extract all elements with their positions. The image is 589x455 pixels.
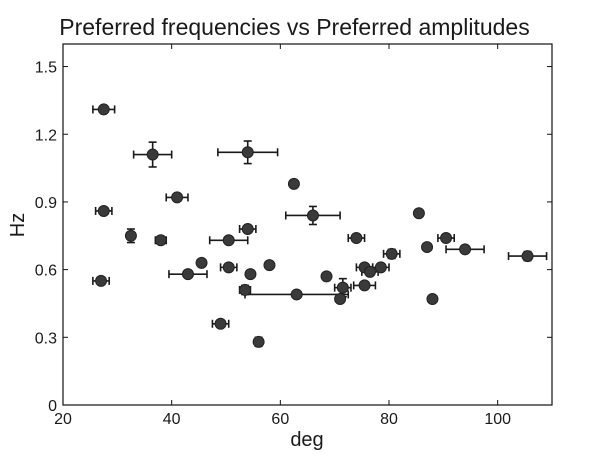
data-point xyxy=(320,270,333,283)
data-point xyxy=(350,232,363,245)
data-point xyxy=(97,204,110,217)
data-point xyxy=(241,223,254,236)
x-tick-label: 60 xyxy=(271,411,289,428)
y-tick-label: 0.9 xyxy=(35,195,57,212)
x-tick-label: 80 xyxy=(380,411,398,428)
data-point xyxy=(171,191,184,204)
points-layer xyxy=(95,103,534,348)
y-axis-label: Hz xyxy=(7,213,29,237)
data-point xyxy=(181,268,194,281)
chart-title: Preferred frequencies vs Preferred ampli… xyxy=(59,14,530,40)
data-point xyxy=(263,259,276,272)
data-point xyxy=(239,283,252,296)
data-point xyxy=(195,256,208,269)
data-point xyxy=(214,317,227,330)
data-point xyxy=(95,274,108,287)
data-point xyxy=(363,265,376,278)
y-tick-label: 0.6 xyxy=(35,263,57,280)
errorbars-layer xyxy=(92,105,548,348)
x-tick-labels: 20 40 60 80 100 xyxy=(54,411,511,428)
y-tick-label: 0 xyxy=(48,398,57,415)
plot-frame xyxy=(62,43,553,406)
x-axis-label: deg xyxy=(290,429,323,451)
data-point xyxy=(358,279,371,292)
data-point xyxy=(385,247,398,260)
data-point xyxy=(222,234,235,247)
data-point xyxy=(124,229,137,242)
y-tick-labels: 0 0.3 0.6 0.9 1.2 1.5 xyxy=(35,60,57,415)
x-tick-label: 100 xyxy=(484,411,511,428)
y-tick-label: 1.5 xyxy=(35,60,57,77)
data-point xyxy=(290,288,303,301)
data-point xyxy=(426,292,439,305)
data-point xyxy=(244,268,257,281)
data-point xyxy=(241,146,254,159)
data-point xyxy=(521,250,534,263)
data-point xyxy=(287,177,300,190)
x-tick-label: 40 xyxy=(163,411,181,428)
y-tick-label: 1.2 xyxy=(35,127,57,144)
data-point xyxy=(306,209,319,222)
data-point xyxy=(459,243,472,256)
data-point xyxy=(97,103,110,116)
data-point xyxy=(222,261,235,274)
data-point xyxy=(154,234,167,247)
y-tick-label: 0.3 xyxy=(35,330,57,347)
data-point xyxy=(336,281,349,294)
data-point xyxy=(421,241,434,254)
data-point xyxy=(412,207,425,220)
data-point xyxy=(252,335,265,348)
data-point xyxy=(374,261,387,274)
data-point xyxy=(440,232,453,245)
ticks-layer xyxy=(62,44,552,406)
x-tick-label: 20 xyxy=(54,411,72,428)
data-point xyxy=(334,292,347,305)
data-point xyxy=(146,148,159,161)
